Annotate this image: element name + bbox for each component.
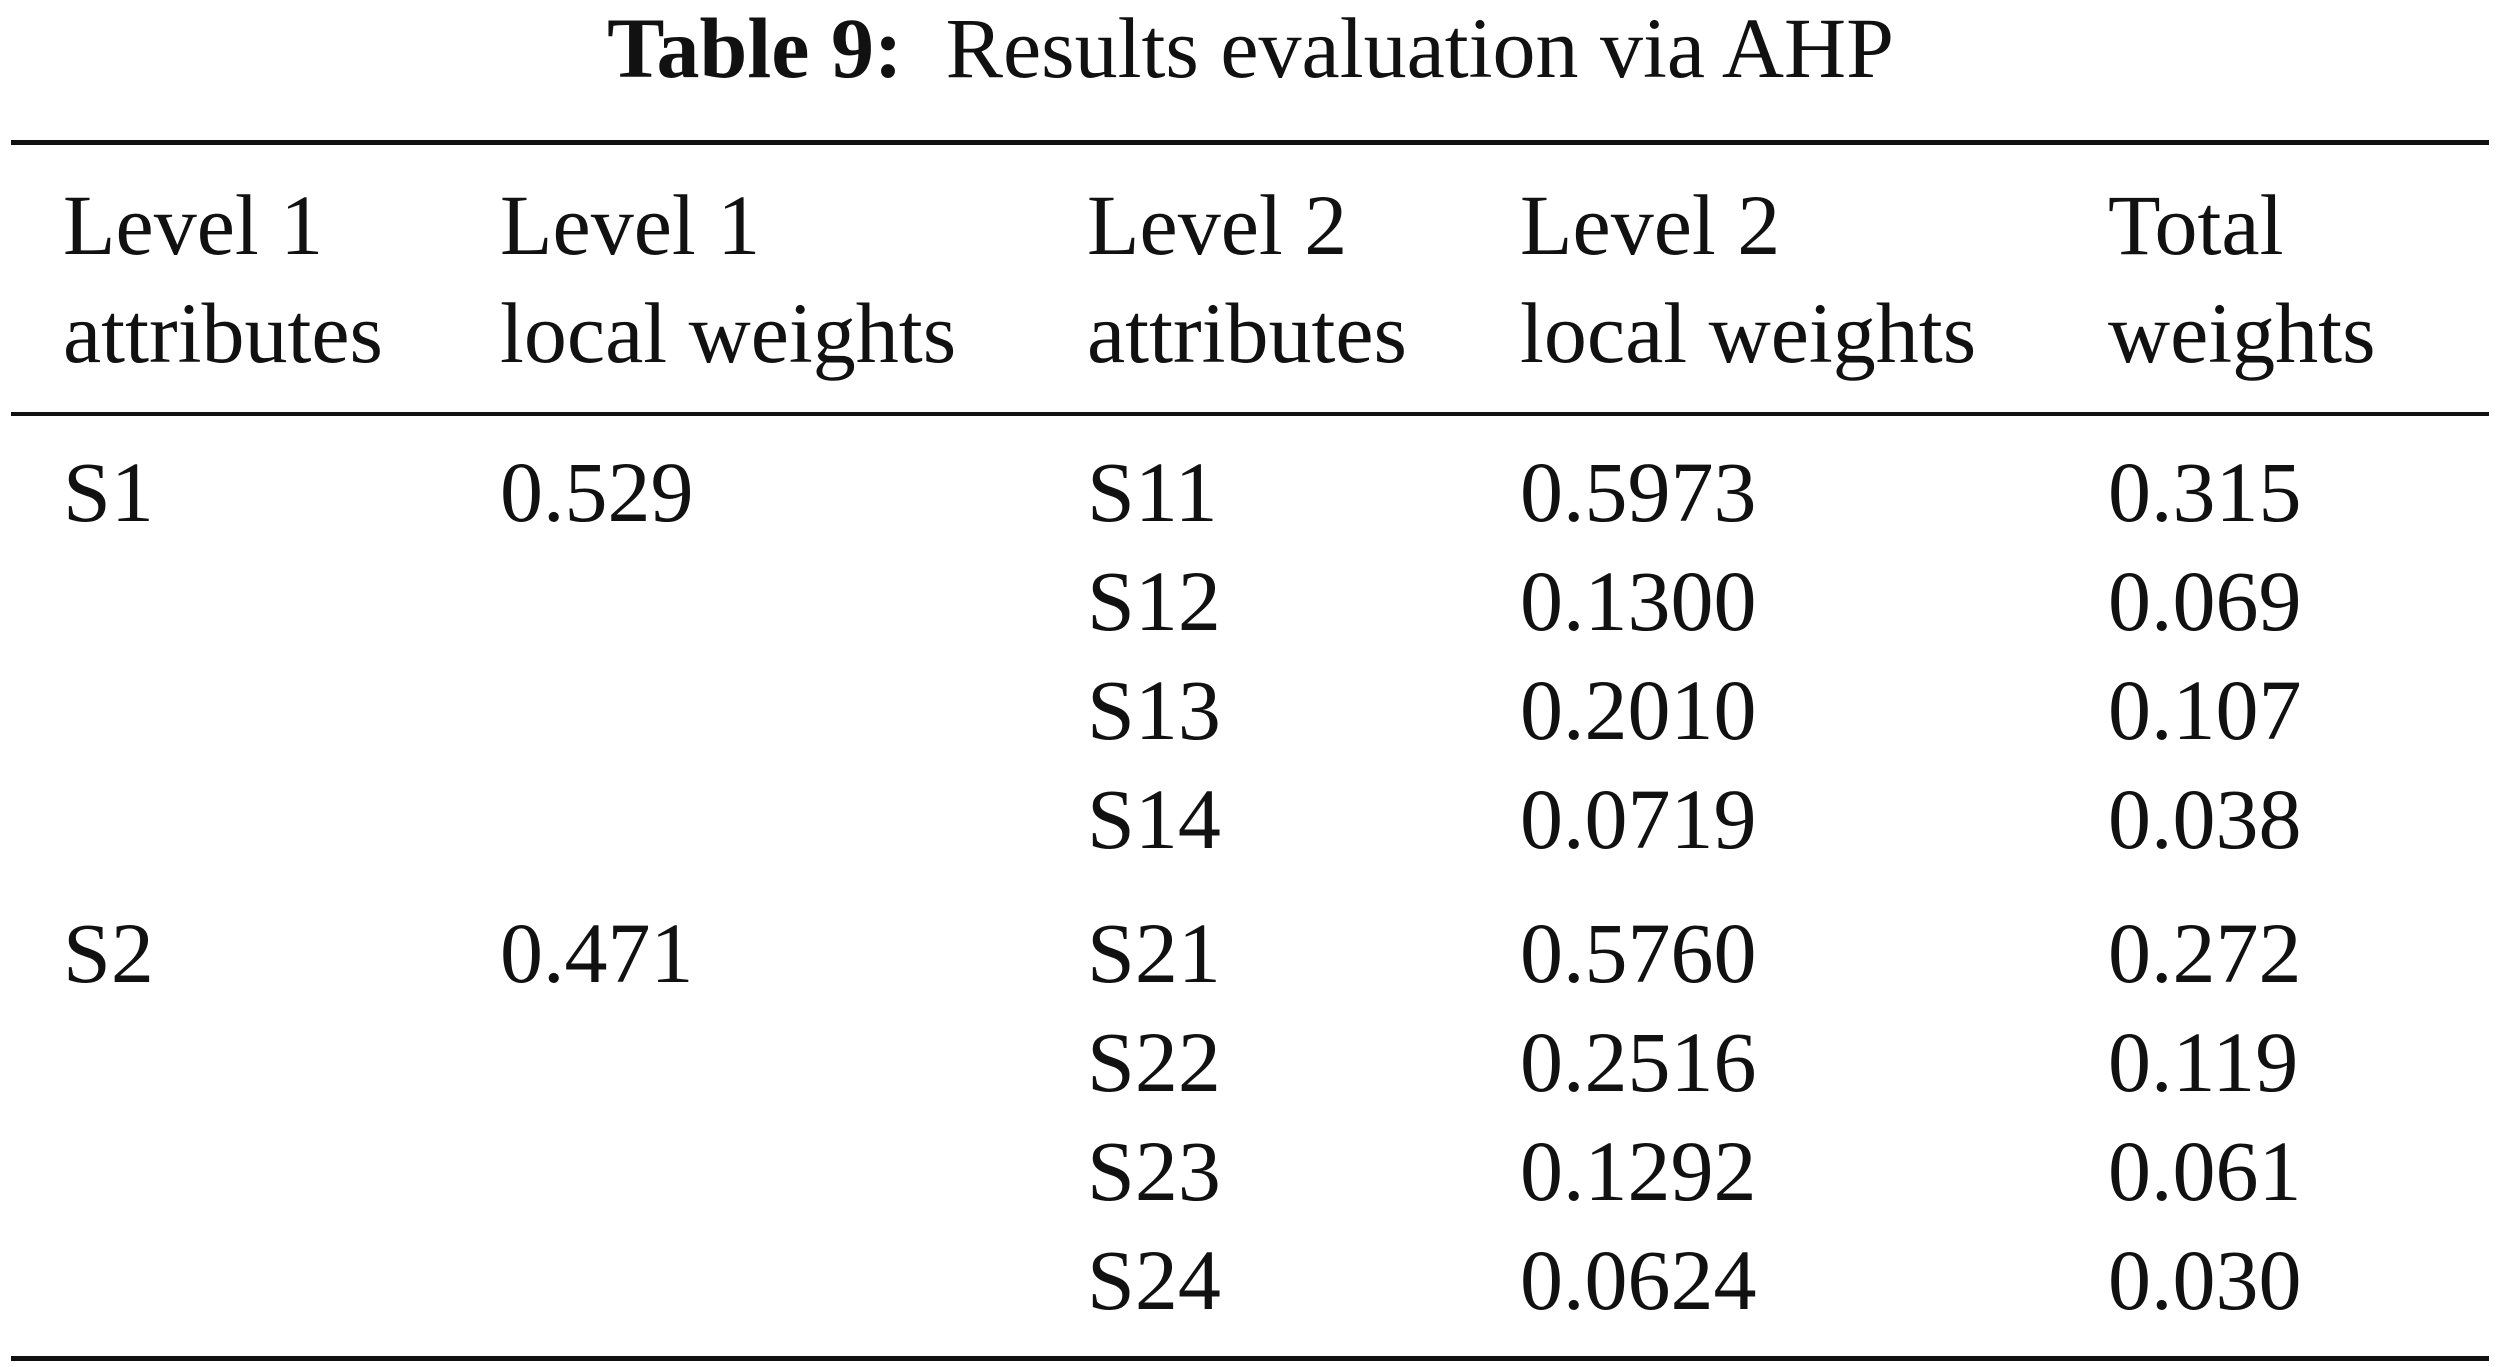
- level2-weight: 0.2010: [1520, 662, 1757, 758]
- total-weight: 0.107: [2108, 662, 2302, 758]
- level2-attribute: S13: [1087, 662, 1221, 758]
- header-total-weights-line2: weights: [2108, 285, 2376, 381]
- level2-attribute: S22: [1087, 1014, 1221, 1110]
- header-level1-attributes-line2: attributes: [63, 285, 384, 381]
- level2-attribute: S21: [1087, 905, 1221, 1001]
- level2-weight: 0.5973: [1520, 444, 1757, 540]
- header-level1-weights-line1: Level 1: [500, 177, 761, 273]
- level1-attribute: S2: [63, 905, 154, 1001]
- header-level2-attributes-line1: Level 2: [1087, 177, 1348, 273]
- table-caption: Table 9: Results evaluation via AHP: [0, 0, 2501, 96]
- level2-attribute: S11: [1087, 444, 1218, 540]
- header-level1-attributes-line1: Level 1: [63, 177, 324, 273]
- level2-attribute: S23: [1087, 1123, 1221, 1219]
- table-bottom-rule: [11, 1356, 2489, 1361]
- level1-weight: 0.471: [500, 905, 694, 1001]
- level2-weight: 0.1292: [1520, 1123, 1757, 1219]
- header-level2-weights-line1: Level 2: [1520, 177, 1781, 273]
- header-total-weights-line1: Total: [2108, 177, 2284, 273]
- table-top-rule: [11, 140, 2489, 145]
- level2-attribute: S14: [1087, 771, 1221, 867]
- level2-weight: 0.0624: [1520, 1232, 1757, 1328]
- level2-weight: 0.0719: [1520, 771, 1757, 867]
- total-weight: 0.038: [2108, 771, 2302, 867]
- total-weight: 0.272: [2108, 905, 2302, 1001]
- table-header-rule: [11, 412, 2489, 416]
- level2-weight: 0.1300: [1520, 553, 1757, 649]
- level1-weight: 0.529: [500, 444, 694, 540]
- level2-attribute: S12: [1087, 553, 1221, 649]
- header-level2-weights-line2: local weights: [1520, 285, 1977, 381]
- total-weight: 0.069: [2108, 553, 2302, 649]
- header-level2-attributes-line2: attributes: [1087, 285, 1408, 381]
- total-weight: 0.119: [2108, 1014, 2299, 1110]
- level2-weight: 0.2516: [1520, 1014, 1757, 1110]
- caption-label: Table 9:: [607, 0, 903, 96]
- total-weight: 0.315: [2108, 444, 2302, 540]
- level2-weight: 0.5760: [1520, 905, 1757, 1001]
- caption-text: Results evaluation via AHP: [945, 0, 1894, 96]
- level1-attribute: S1: [63, 444, 154, 540]
- header-level1-weights-line2: local weights: [500, 285, 957, 381]
- total-weight: 0.061: [2108, 1123, 2302, 1219]
- level2-attribute: S24: [1087, 1232, 1221, 1328]
- total-weight: 0.030: [2108, 1232, 2302, 1328]
